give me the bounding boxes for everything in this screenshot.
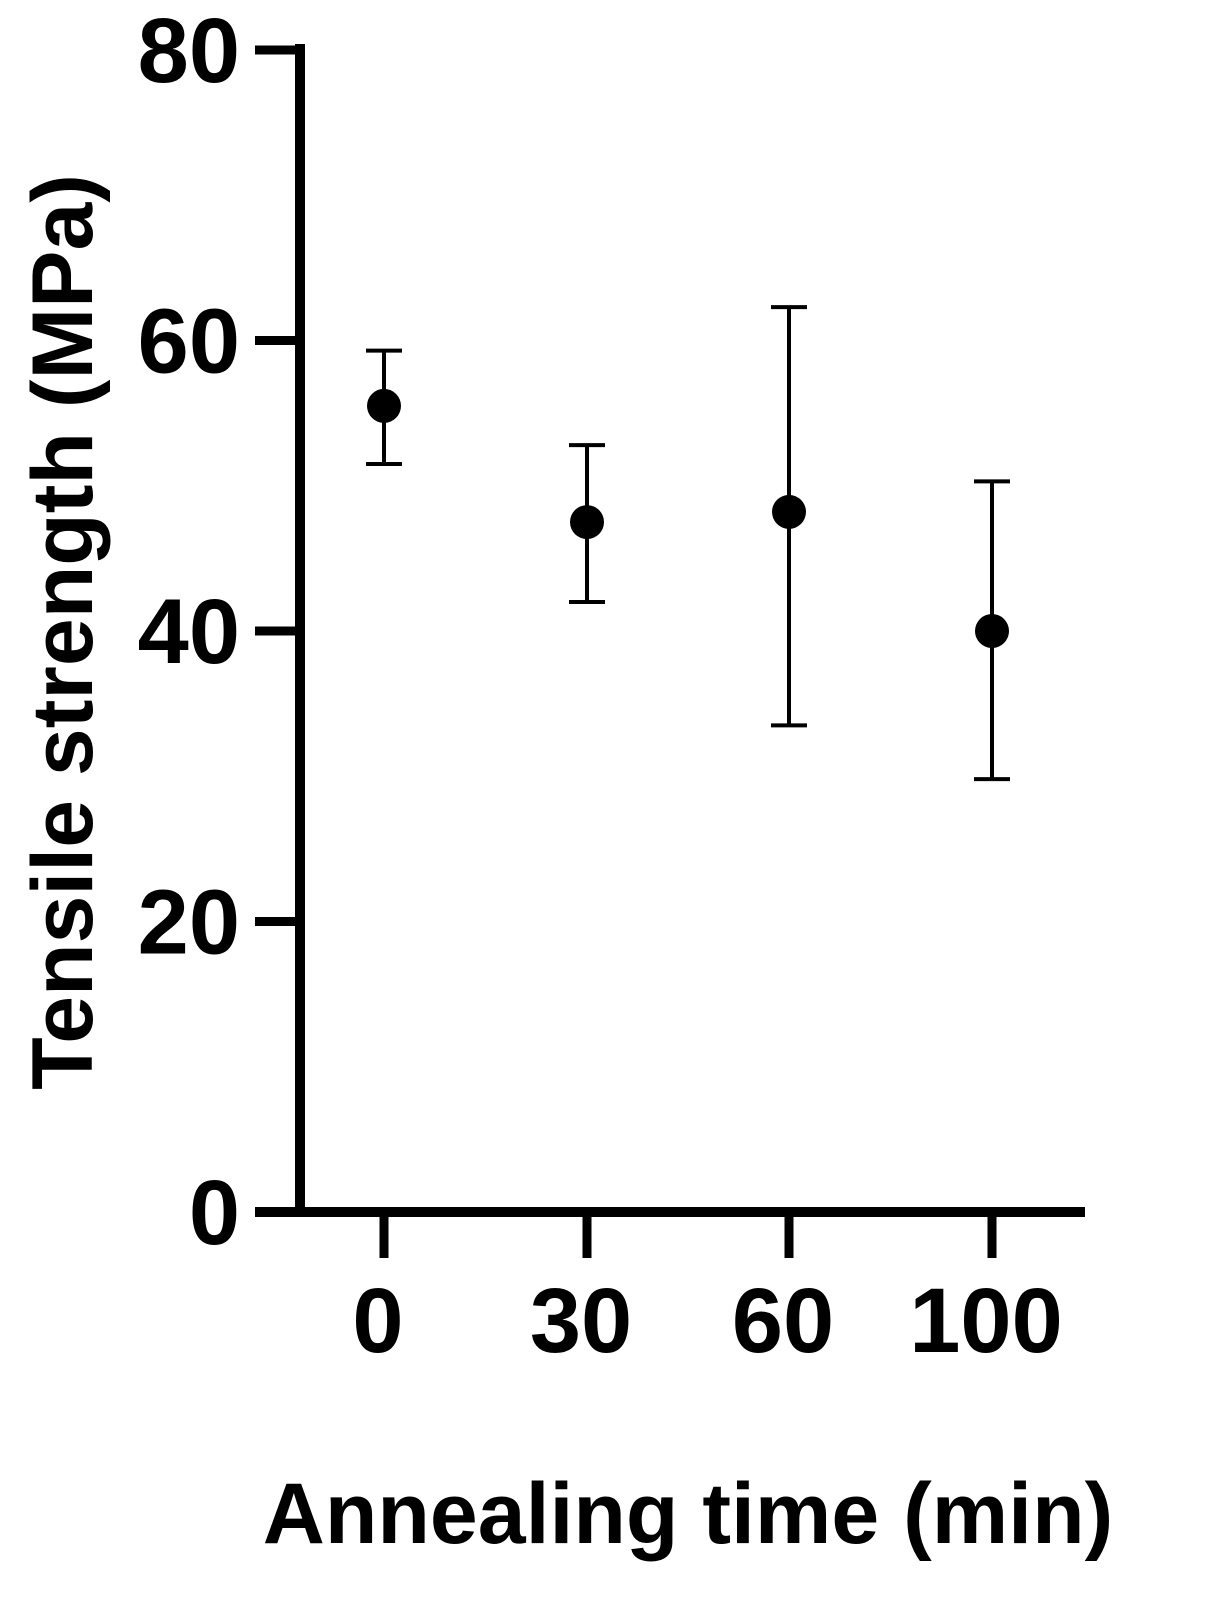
data-point (570, 505, 604, 540)
data-point (975, 614, 1009, 648)
x-tick-label: 60 (732, 1270, 834, 1372)
x-tick-label: 30 (530, 1270, 632, 1372)
data-point-group (974, 479, 1010, 782)
data-point-group (569, 443, 605, 604)
y-axis-title: Tensile strength (MPa) (15, 174, 111, 1090)
data-point (772, 494, 806, 529)
data-points (366, 305, 1010, 782)
data-point (367, 388, 401, 423)
data-point-group (366, 348, 402, 466)
x-tick-label: 0 (352, 1270, 403, 1372)
y-axis: 0 20 40 60 80 (138, 0, 305, 1264)
y-tick-label: 80 (138, 0, 240, 102)
data-point-group (771, 305, 807, 728)
y-tick-label: 0 (189, 1162, 240, 1264)
x-axis: 0 30 60 100 (255, 1207, 1085, 1372)
x-axis-title: Annealing time (min) (263, 1466, 1113, 1562)
y-ticks: 0 20 40 60 80 (138, 0, 300, 1264)
x-tick-label: 100 (909, 1270, 1063, 1372)
y-tick-label: 60 (138, 291, 240, 393)
y-tick-label: 20 (138, 872, 240, 974)
y-tick-label: 40 (138, 581, 240, 683)
x-ticks: 0 30 60 100 (352, 1212, 1063, 1372)
